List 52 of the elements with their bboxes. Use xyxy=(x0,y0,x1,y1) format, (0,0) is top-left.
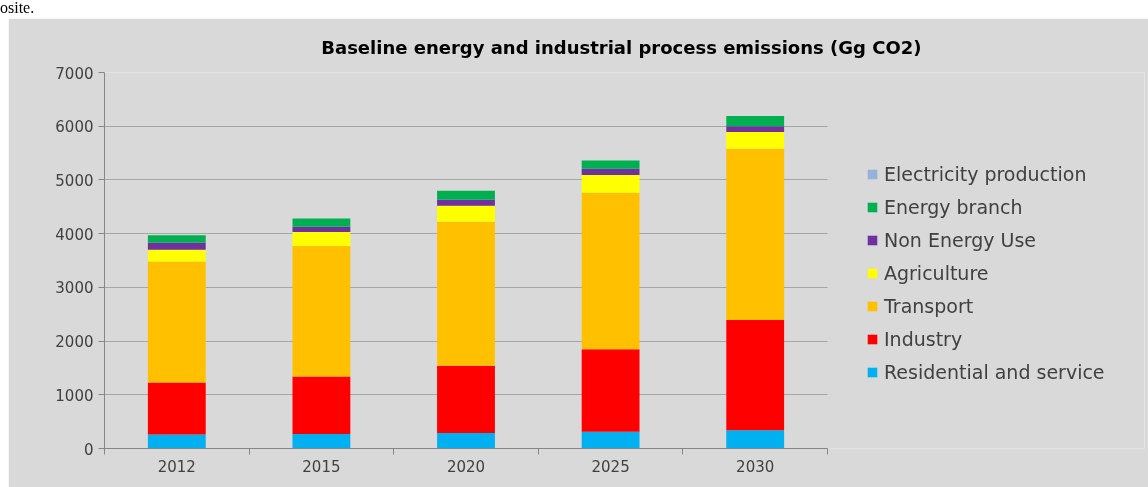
x-tick-label: 2012 xyxy=(157,457,196,476)
bar xyxy=(437,432,495,449)
y-tick-label: 3000 xyxy=(55,279,94,298)
bar xyxy=(726,430,785,449)
x-tick-label: 2030 xyxy=(736,457,775,476)
bar xyxy=(581,192,640,350)
bar xyxy=(292,376,351,434)
bar xyxy=(147,434,206,449)
bar xyxy=(726,132,785,149)
bar xyxy=(147,261,206,383)
y-tick-label: 6000 xyxy=(55,118,94,137)
y-tick-label: 1000 xyxy=(55,386,94,405)
bar xyxy=(292,218,351,227)
bar xyxy=(292,232,351,246)
bar xyxy=(292,226,351,233)
legend-label: Industry xyxy=(884,328,963,350)
bar xyxy=(147,235,206,243)
bar xyxy=(147,242,206,250)
bar xyxy=(581,175,640,193)
bar xyxy=(726,320,785,431)
legend-label: Agriculture xyxy=(884,262,989,284)
legend-label: Non Energy Use xyxy=(884,229,1036,251)
bar xyxy=(726,148,785,321)
legend-label: Residential and service xyxy=(884,361,1105,383)
bar xyxy=(581,349,640,432)
bar xyxy=(437,221,495,366)
text: osite. xyxy=(0,0,35,16)
bar xyxy=(292,434,351,449)
bar xyxy=(147,382,206,435)
legend-label: Energy branch xyxy=(884,196,1023,218)
bar xyxy=(437,365,495,433)
bar xyxy=(581,431,640,449)
legend-label: Electricity production xyxy=(884,163,1087,185)
y-tick-label: 0 xyxy=(83,440,94,459)
x-tick-label: 2020 xyxy=(446,457,486,476)
bar xyxy=(437,199,495,206)
x-tick-label: 2025 xyxy=(591,457,630,476)
bar xyxy=(437,205,495,222)
x-tick-label: 2015 xyxy=(302,457,341,476)
legend-label: Transport xyxy=(884,295,974,317)
y-tick-label: 2000 xyxy=(55,333,94,352)
y-tick-label: 5000 xyxy=(55,171,94,190)
bar xyxy=(726,116,785,127)
bar xyxy=(581,168,640,176)
y-tick-label: 4000 xyxy=(55,225,94,244)
bar xyxy=(726,126,785,133)
chart-title: Baseline energy and industrial process emissions (Gg CO2) xyxy=(321,36,922,58)
y-tick-label: 7000 xyxy=(55,64,94,83)
bar xyxy=(437,190,495,200)
bar xyxy=(581,160,640,169)
bar xyxy=(147,249,206,262)
bar xyxy=(292,246,351,377)
